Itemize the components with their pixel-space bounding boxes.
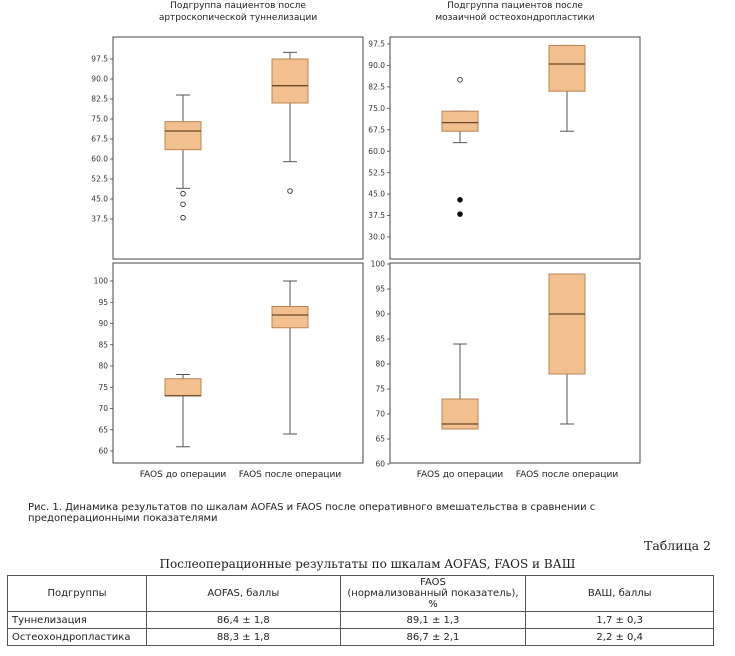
y-tick-label: 45.0 (91, 195, 108, 204)
x-category-label: FAOS до операции (417, 470, 504, 480)
box-2 (271, 51, 309, 194)
table-cell: 2,2 ± 0,4 (525, 628, 714, 646)
y-tick-label: 67.5 (368, 125, 385, 134)
chart-panel-3: 60 65 70 75 80 85 90 95 100 FAOS до операции FAOS … (94, 262, 364, 480)
y-tick-label: 90 (98, 319, 108, 328)
chart-title-line: мозаичной остеохондропластики (435, 13, 594, 23)
box-1 (441, 343, 479, 430)
table-cell: 88,3 ± 1,8 (145, 628, 341, 646)
chart-title-line: Подгруппа пациентов после (170, 1, 306, 11)
table-number: Таблица 2 (643, 538, 711, 553)
plot-frame (112, 36, 364, 260)
table-title: Послеоперационные результаты по шкалам A… (159, 557, 576, 571)
y-tick-label: 100 (371, 260, 386, 269)
plot-frame (389, 262, 641, 464)
figure-caption: Рис. 1. Динамика результатов по шкалам A… (28, 502, 596, 524)
outlier-point (287, 188, 293, 194)
extreme-point (457, 211, 463, 217)
header-vas: ВАШ, баллы (525, 575, 714, 612)
box-2 (548, 273, 586, 425)
outlier-point (180, 201, 186, 208)
plot-frame (112, 262, 364, 464)
iqr-box (164, 378, 202, 397)
y-tick-label: 75 (98, 383, 108, 392)
plot-frame (389, 36, 641, 260)
y-tick-label: 52.5 (368, 168, 385, 177)
y-tick-label: 95 (98, 298, 108, 307)
box-1 (441, 76, 479, 217)
x-category-label: FAOS после операции (239, 470, 342, 480)
y-tick-label: 85 (98, 340, 108, 349)
y-tick-label: 37.5 (91, 215, 108, 224)
y-tick-label: 80 (375, 360, 385, 369)
box-1 (164, 374, 202, 448)
outlier-point (180, 214, 186, 221)
y-tick-label: 52.5 (91, 175, 108, 184)
chart-panel-2: Подгруппа пациентов после мозаичной остео… (368, 1, 641, 276)
iqr-box (164, 121, 202, 151)
box-1 (164, 94, 202, 221)
iqr-box (271, 58, 309, 104)
table-header-row: Подгруппы AOFAS, баллы FAOS (нормализова… (7, 575, 714, 612)
table-cell: 86,4 ± 1,8 (145, 611, 341, 629)
y-tick-label: 90 (375, 310, 385, 319)
box-2 (271, 280, 309, 435)
header-aofas: AOFAS, баллы (145, 575, 341, 612)
table-row: Остеохондропластика 88,3 ± 1,8 86,7 ± 2,… (7, 628, 714, 646)
y-tick-label: 100 (94, 277, 109, 286)
table-cell: Остеохондропластика (7, 628, 147, 646)
header-faos: FAOS (нормализованный показатель), % (339, 575, 527, 612)
chart-panel-1: Подгруппа пациентов после артроскопическо… (91, 1, 364, 276)
header-faos-line1: FAOS (420, 577, 446, 588)
chart-title-line: артроскопической туннелизации (159, 13, 318, 23)
y-tick-label: 65 (98, 425, 108, 434)
y-tick-label: 67.5 (91, 135, 108, 144)
iqr-box (548, 44, 586, 92)
header-subgroups: Подгруппы (7, 575, 147, 612)
y-tick-label: 82.5 (91, 95, 108, 104)
y-tick-label: 60 (98, 447, 108, 456)
table-cell: 89,1 ± 1,3 (339, 611, 527, 629)
x-category-label: FAOS после операции (516, 470, 619, 480)
y-tick-label: 75.0 (91, 115, 108, 124)
y-tick-label: 70 (98, 404, 108, 413)
y-tick-label: 65 (375, 435, 385, 444)
y-tick-label: 97.5 (91, 55, 108, 64)
y-tick-label: 97.5 (368, 40, 385, 49)
y-tick-label: 60.0 (368, 147, 385, 156)
iqr-box (271, 306, 309, 329)
boxplot-figure: Подгруппа пациентов после артроскопическо… (91, 1, 641, 480)
x-category-label: FAOS до операции (140, 470, 227, 480)
extreme-point (457, 197, 463, 203)
y-tick-label: 60.0 (91, 155, 108, 164)
table-cell: 86,7 ± 2,1 (339, 628, 527, 646)
results-table: Подгруппы AOFAS, баллы FAOS (нормализова… (7, 575, 714, 646)
chart-panel-4: 60 65 70 75 80 85 90 95 100 FAOS до операции FAOS … (371, 260, 641, 480)
y-tick-label: 85 (375, 335, 385, 344)
table-cell: Туннелизация (7, 611, 147, 629)
y-tick-label: 70 (375, 410, 385, 419)
y-tick-label: 37.5 (368, 211, 385, 220)
outlier-point (180, 190, 186, 197)
header-faos-line2: (нормализованный показатель), % (347, 588, 519, 610)
table-cell: 1,7 ± 0,3 (525, 611, 714, 629)
iqr-box (441, 110, 479, 132)
y-tick-label: 45.0 (368, 190, 385, 199)
y-tick-label: 90.0 (91, 75, 108, 84)
outlier-point (457, 76, 463, 83)
chart-title-line: Подгруппа пациентов после (447, 1, 583, 11)
y-tick-label: 90.0 (368, 61, 385, 70)
y-tick-label: 95 (375, 285, 385, 294)
y-tick-label: 80 (98, 362, 108, 371)
iqr-box (548, 273, 586, 375)
y-tick-label: 82.5 (368, 82, 385, 91)
y-tick-label: 30.0 (368, 233, 385, 242)
y-tick-label: 75.0 (368, 104, 385, 113)
y-tick-label: 75 (375, 385, 385, 394)
table-row: Туннелизация 86,4 ± 1,8 89,1 ± 1,3 1,7 ±… (7, 611, 714, 629)
box-2 (548, 44, 586, 132)
y-tick-label: 60 (375, 460, 385, 469)
